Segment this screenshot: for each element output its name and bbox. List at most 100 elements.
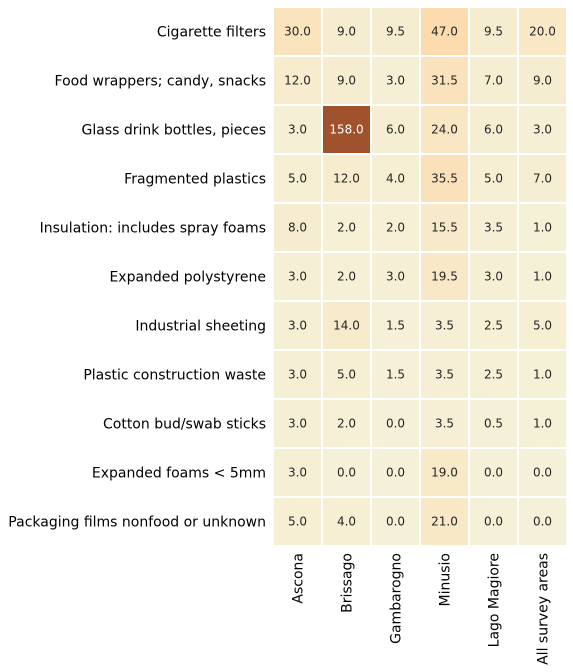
- cell-value-label: 3.0: [533, 123, 552, 137]
- cell-value-label: 0.0: [386, 466, 405, 480]
- heatmap-cell: [272, 300, 323, 351]
- heatmap-cell: [419, 496, 470, 547]
- cell-value-label: 4.0: [337, 515, 356, 529]
- row-tick-label: Fragmented plastics: [124, 172, 266, 188]
- heatmap-cell: [517, 6, 568, 57]
- cell-value-label: 5.0: [484, 172, 503, 186]
- cell-value-label: 0.0: [484, 515, 503, 529]
- cell-value-label: 9.5: [386, 25, 405, 39]
- heatmap-cell: [370, 349, 421, 400]
- cell-value-label: 3.5: [435, 319, 454, 333]
- cell-value-label: 20.0: [529, 25, 556, 39]
- heatmap-cell: [321, 153, 372, 204]
- heatmap-cell: [321, 496, 372, 547]
- cell-value-label: 0.0: [533, 466, 552, 480]
- cell-value-label: 1.5: [386, 319, 405, 333]
- row-tick-label: Industrial sheeting: [135, 319, 266, 335]
- cell-value-label: 6.0: [484, 123, 503, 137]
- cell-value-label: 3.0: [386, 74, 405, 88]
- cell-value-label: 1.0: [533, 417, 552, 431]
- cell-value-label: 3.5: [484, 221, 503, 235]
- cell-value-label: 5.0: [288, 172, 307, 186]
- column-tick-label: Brissago: [340, 553, 356, 613]
- cell-value-label: 0.0: [386, 417, 405, 431]
- heatmap-cell: [272, 251, 323, 302]
- column-tick-label: Gambarogno: [389, 553, 405, 644]
- cell-value-label: 0.0: [484, 466, 503, 480]
- cell-value-label: 12.0: [284, 74, 311, 88]
- column-tick-label: Minusio: [438, 553, 454, 606]
- cell-value-label: 19.0: [431, 466, 458, 480]
- cell-value-label: 9.0: [337, 74, 356, 88]
- cell-value-label: 2.5: [484, 319, 503, 333]
- heatmap-cell: [468, 202, 519, 253]
- row-tick-label: Insulation: includes spray foams: [40, 221, 266, 237]
- cell-value-label: 31.5: [431, 74, 458, 88]
- cell-value-label: 3.0: [288, 417, 307, 431]
- heatmap-cell: [321, 398, 372, 449]
- cell-value-label: 9.0: [337, 25, 356, 39]
- heatmap-cell: [272, 153, 323, 204]
- row-tick-label: Glass drink bottles, pieces: [82, 123, 266, 139]
- cell-value-label: 0.0: [533, 515, 552, 529]
- heatmap-cell: [517, 202, 568, 253]
- row-tick-label: Cotton bud/swab sticks: [103, 417, 266, 433]
- column-tick-label: All survey areas: [536, 553, 552, 665]
- cell-value-label: 1.0: [533, 221, 552, 235]
- heatmap-cell: [468, 104, 519, 155]
- row-tick-label: Plastic construction waste: [83, 368, 266, 384]
- cell-value-label: 3.5: [435, 368, 454, 382]
- heatmap-cell: [370, 153, 421, 204]
- heatmap-cell: [321, 447, 372, 498]
- heatmap-cells: 30.0 9.0 9.5 47.0 9.5 20.0 12.0 9.0 3.0 31.5 7.0 9.…: [272, 6, 568, 547]
- cell-value-label: 47.0: [431, 25, 458, 39]
- cell-value-label: 2.0: [337, 221, 356, 235]
- cell-value-label: 0.0: [386, 515, 405, 529]
- cell-value-label: 19.5: [431, 270, 458, 284]
- heatmap-cell: [468, 398, 519, 449]
- row-labels: Cigarette filters Food wrappers; candy, s…: [8, 25, 266, 531]
- heatmap-cell: [517, 153, 568, 204]
- heatmap-cell: [419, 153, 470, 204]
- cell-value-label: 3.0: [288, 270, 307, 284]
- cell-value-label: 1.0: [533, 368, 552, 382]
- cell-value-label: 3.5: [435, 417, 454, 431]
- cell-value-label: 12.0: [333, 172, 360, 186]
- cell-value-label: 5.0: [337, 368, 356, 382]
- cell-value-label: 24.0: [431, 123, 458, 137]
- heatmap-cell: [321, 55, 372, 106]
- cell-value-label: 2.0: [386, 221, 405, 235]
- cell-value-label: 3.0: [288, 123, 307, 137]
- cell-value-label: 5.0: [533, 319, 552, 333]
- heatmap-cell: [517, 398, 568, 449]
- heatmap-cell: [272, 447, 323, 498]
- cell-value-label: 158.0: [329, 123, 363, 137]
- cell-value-label: 0.5: [484, 417, 503, 431]
- heatmap-cell: [419, 104, 470, 155]
- column-tick-label: Ascona: [291, 553, 307, 604]
- cell-value-label: 21.0: [431, 515, 458, 529]
- heatmap-cell: [517, 496, 568, 547]
- cell-value-label: 3.0: [288, 368, 307, 382]
- row-tick-label: Expanded polystyrene: [109, 270, 266, 286]
- heatmap-cell: [468, 153, 519, 204]
- cell-value-label: 8.0: [288, 221, 307, 235]
- cell-value-label: 15.5: [431, 221, 458, 235]
- cell-value-label: 2.0: [337, 417, 356, 431]
- heatmap-cell: [272, 496, 323, 547]
- cell-value-label: 2.0: [337, 270, 356, 284]
- cell-value-label: 1.5: [386, 368, 405, 382]
- cell-value-label: 3.0: [288, 319, 307, 333]
- heatmap-cell: [468, 447, 519, 498]
- row-tick-label: Food wrappers; candy, snacks: [55, 74, 266, 90]
- column-labels: Ascona Brissago Gambarogno Minusio Lago Magi…: [291, 553, 552, 665]
- cell-value-label: 3.0: [484, 270, 503, 284]
- heatmap-cell: [419, 55, 470, 106]
- cell-value-label: 3.0: [386, 270, 405, 284]
- cell-value-label: 14.0: [333, 319, 360, 333]
- row-tick-label: Expanded foams < 5mm: [92, 466, 266, 482]
- cell-value-label: 2.5: [484, 368, 503, 382]
- cell-value-label: 1.0: [533, 270, 552, 284]
- cell-value-label: 3.0: [288, 466, 307, 480]
